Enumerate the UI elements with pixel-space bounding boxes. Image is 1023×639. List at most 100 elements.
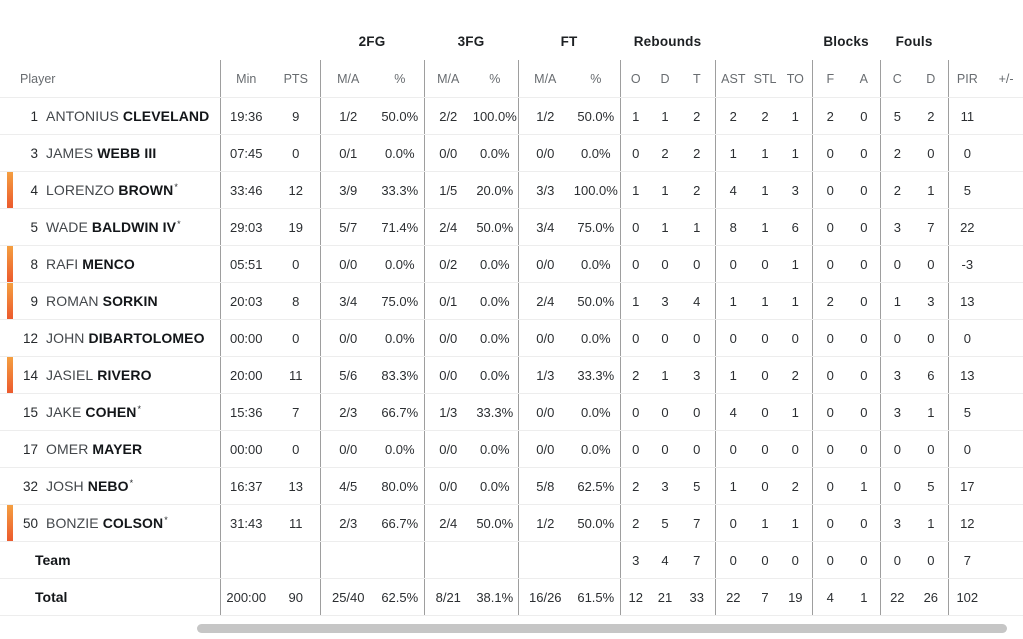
table-row: 17 OMER MAYER 00:00 0 0/0 0.0% 0/0 0.0% 0/…	[0, 430, 1023, 468]
cell-pts: 12	[272, 171, 320, 209]
col-header-blk-a: A	[848, 60, 881, 98]
cell-ast: 0	[714, 430, 752, 468]
starter-mark: *	[174, 181, 178, 192]
horizontal-scrollbar-thumb[interactable]	[197, 624, 1007, 633]
cell-foul-d: 5	[914, 467, 949, 505]
cell-foul-d: 1	[914, 393, 949, 431]
col-header-2fg-pct: %	[376, 60, 425, 98]
cell-ast: 1	[714, 467, 752, 505]
player-name: RAFI MENCO	[46, 256, 136, 272]
cell-2fg-pct: 0.0%	[376, 319, 425, 357]
player-number: 8	[30, 257, 38, 273]
cell-pts: 90	[272, 578, 320, 616]
cell-to: 1	[779, 504, 813, 542]
cell-blk-a: 0	[848, 171, 881, 209]
cell-reb-o: 0	[619, 319, 652, 357]
cell-foul-c: 1	[879, 282, 915, 320]
cell-reb-t: 4	[679, 282, 716, 320]
cell-reb-o: 0	[619, 245, 652, 283]
cell-pir: 13	[947, 282, 987, 320]
cell-foul-c: 0	[879, 319, 915, 357]
group-header-2fg: 2FG	[358, 33, 386, 49]
on-court-indicator-bar	[7, 357, 13, 393]
cell-blk-f: 0	[811, 134, 849, 172]
cell-foul-c: 2	[879, 134, 915, 172]
cell-ft-pct: 0.0%	[572, 393, 621, 431]
cell-ft-ma: 0/0	[517, 134, 573, 172]
cell-stl: 1	[751, 134, 780, 172]
col-header-reb-o: O	[619, 60, 652, 98]
cell-stl: 0	[751, 245, 780, 283]
group-header-row: 2FG 3FG FT Rebounds Blocks Fouls	[0, 22, 1023, 60]
table-row: 9 ROMAN SORKIN 20:03 8 3/4 75.0% 0/1 0.0% …	[0, 282, 1023, 320]
cell-foul-c: 3	[879, 504, 915, 542]
cell-ft-ma: 1/2	[517, 504, 573, 542]
cell-3fg-pct: 0.0%	[472, 282, 519, 320]
cell-3fg-pct: 33.3%	[472, 393, 519, 431]
cell-reb-t: 2	[679, 97, 716, 135]
cell-to: 19	[779, 578, 813, 616]
cell-pir: 12	[947, 504, 987, 542]
cell-blk-f: 0	[811, 356, 849, 394]
group-header-3fg: 3FG	[457, 33, 485, 49]
cell-3fg-ma: 1/5	[423, 171, 473, 209]
group-header-rebounds: Rebounds	[633, 33, 702, 49]
group-header-blocks: Blocks	[823, 33, 869, 49]
cell-foul-d: 1	[914, 171, 949, 209]
cell-ast: 0	[714, 245, 752, 283]
player-cell: 15 JAKE COHEN*	[0, 393, 220, 431]
player-first-name: ANTONIUS	[46, 108, 119, 125]
cell-pir: 102	[947, 578, 987, 616]
cell-pts: 7	[272, 393, 320, 431]
player-last-name: SORKIN	[102, 293, 158, 310]
cell-blk-a: 0	[848, 356, 881, 394]
cell-ft-ma: 1/2	[517, 97, 573, 135]
cell-pir: 17	[947, 467, 987, 505]
cell-blk-f: 0	[811, 541, 849, 579]
cell-blk-a: 1	[848, 578, 881, 616]
table-row: Team 3 4 7 0 0 0 0 0 0 0 7	[0, 541, 1023, 579]
cell-blk-a: 0	[848, 541, 881, 579]
cell-blk-f: 0	[811, 245, 849, 283]
cell-foul-d: 2	[914, 97, 949, 135]
cell-2fg-pct: 83.3%	[376, 356, 425, 394]
cell-ft-pct: 50.0%	[572, 282, 621, 320]
player-number: 1	[30, 109, 38, 125]
cell-to: 0	[779, 541, 813, 579]
player-name: JAKE COHEN*	[46, 404, 141, 420]
cell-min: 20:03	[219, 282, 272, 320]
col-header-pir: PIR	[947, 60, 987, 98]
col-header-blk-f: F	[811, 60, 849, 98]
cell-3fg-pct	[472, 541, 519, 579]
col-header-ft-pct: %	[572, 60, 621, 98]
cell-ast: 1	[714, 282, 752, 320]
col-header-stl: STL	[751, 60, 780, 98]
cell-min: 07:45	[219, 134, 272, 172]
cell-ft-pct: 50.0%	[572, 504, 621, 542]
cell-foul-d: 0	[914, 245, 949, 283]
player-first-name: ROMAN	[46, 293, 99, 310]
cell-reb-o: 1	[619, 171, 652, 209]
cell-reb-o: 0	[619, 430, 652, 468]
col-header-player: Player	[0, 60, 220, 98]
cell-blk-a: 0	[848, 319, 881, 357]
cell-to: 1	[779, 245, 813, 283]
cell-blk-a: 0	[848, 430, 881, 468]
col-header-3fg-ma: M/A	[423, 60, 473, 98]
cell-pts	[272, 541, 320, 579]
player-cell: 1 ANTONIUS CLEVELAND	[0, 97, 220, 135]
cell-reb-d: 21	[651, 578, 680, 616]
player-cell: 3 JAMES WEBB III	[0, 134, 220, 172]
cell-reb-o: 1	[619, 97, 652, 135]
cell-ft-pct: 100.0%	[572, 171, 621, 209]
cell-blk-f: 0	[811, 208, 849, 246]
cell-foul-d: 0	[914, 541, 949, 579]
cell-foul-c: 2	[879, 171, 915, 209]
cell-ast: 0	[714, 541, 752, 579]
group-header-fouls: Fouls	[895, 33, 933, 49]
cell-pir: 7	[947, 541, 987, 579]
cell-plus-minus	[986, 97, 1023, 135]
cell-2fg-pct: 50.0%	[376, 97, 425, 135]
cell-ft-ma: 2/4	[517, 282, 573, 320]
cell-pts: 0	[272, 134, 320, 172]
